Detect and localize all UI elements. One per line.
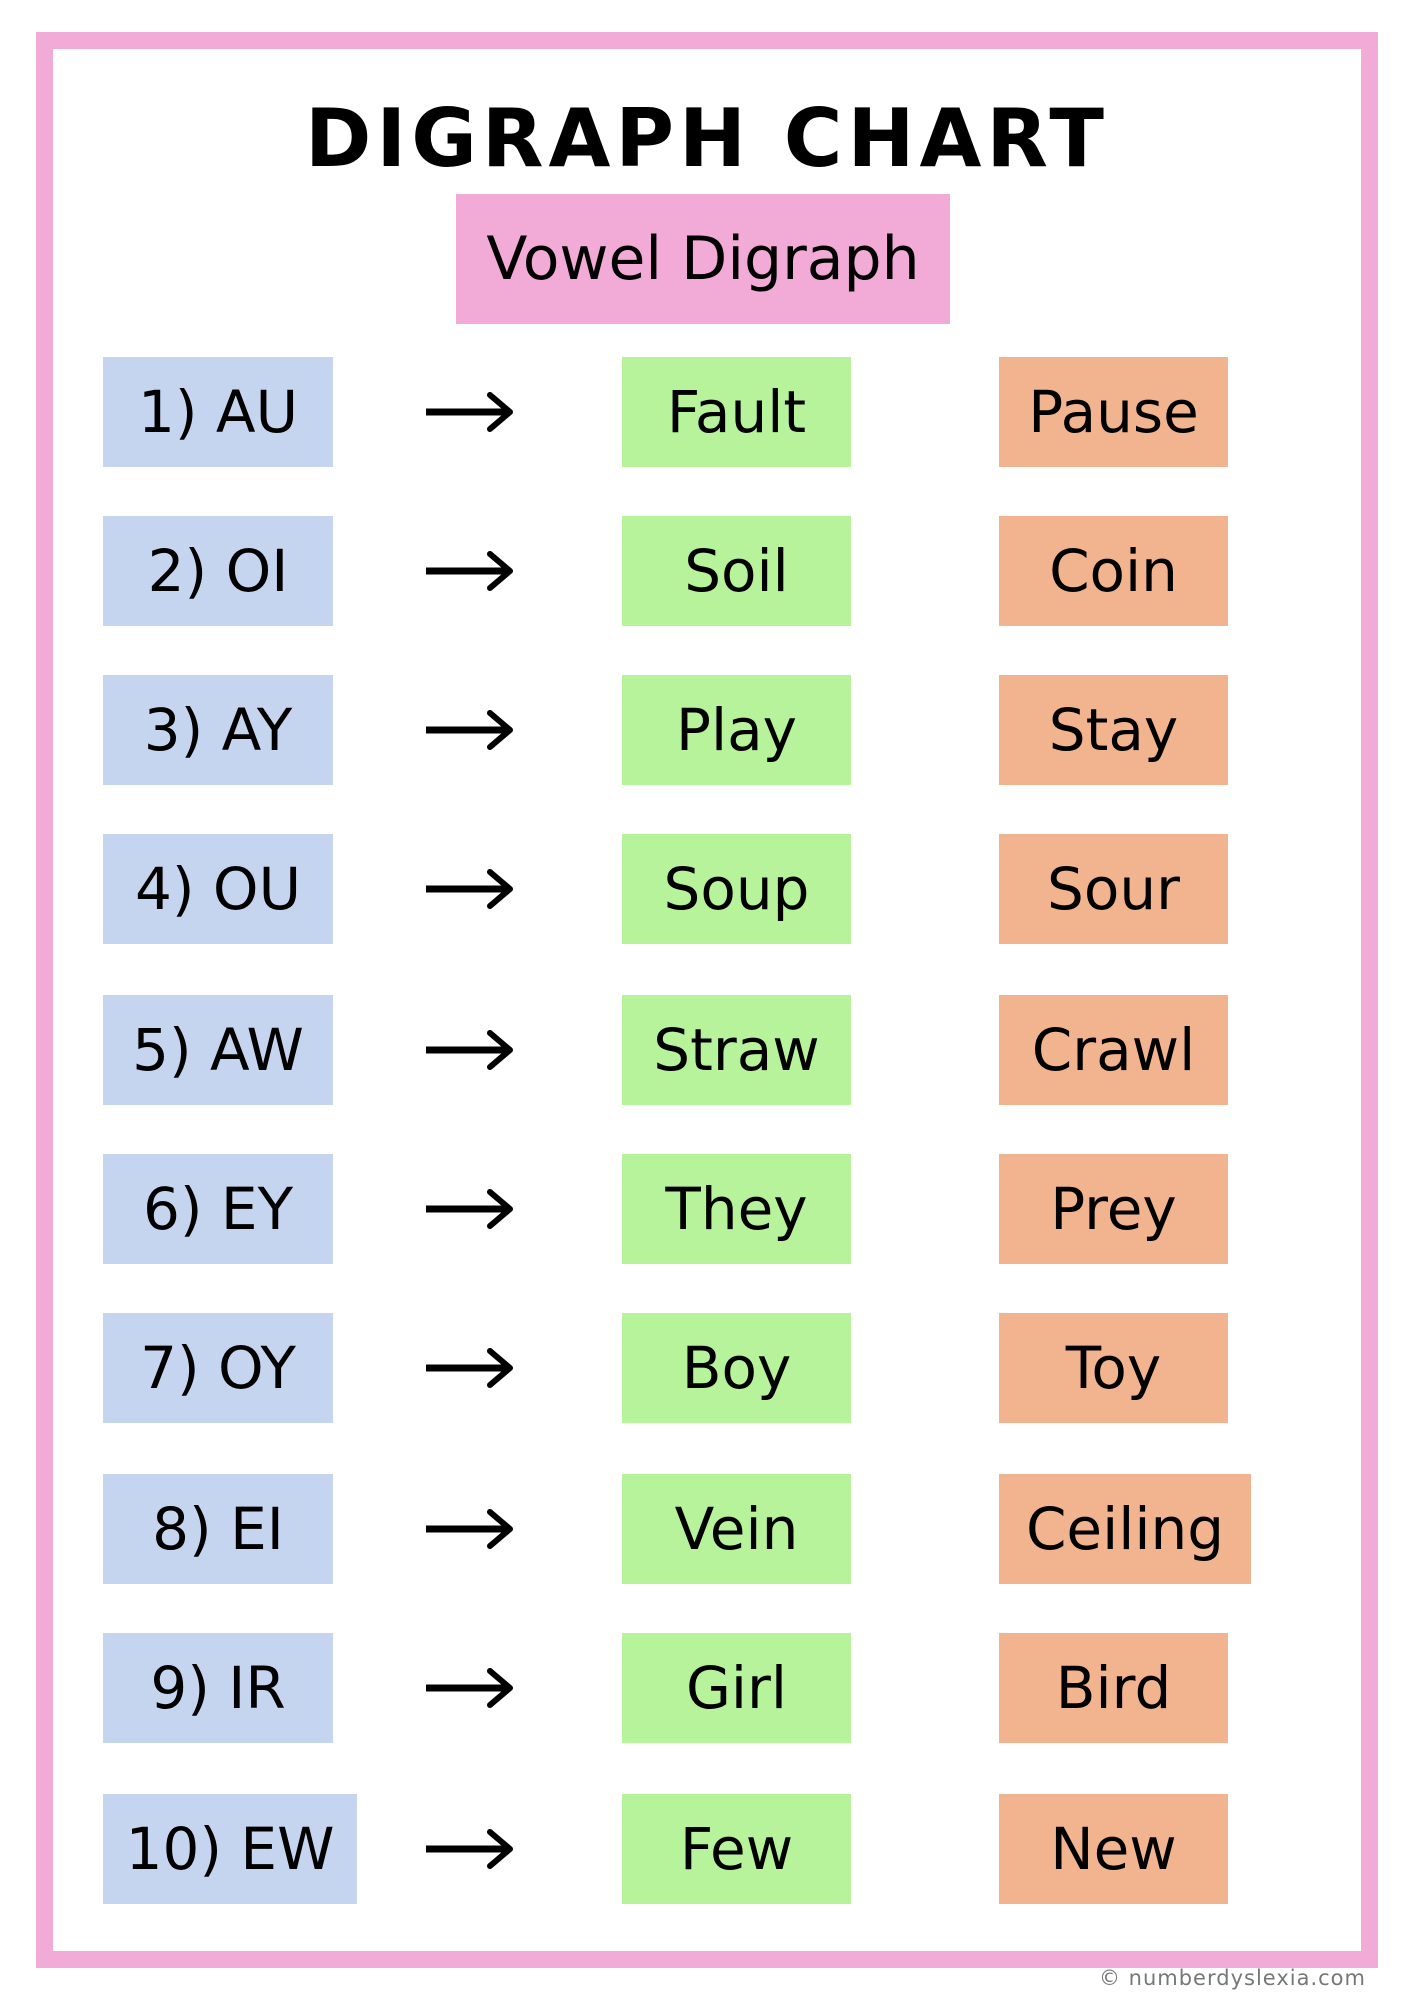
digraph-cell: 9) IR	[103, 1633, 333, 1743]
example-word-2: Crawl	[999, 995, 1228, 1105]
digraph-cell: 6) EY	[103, 1154, 333, 1264]
right-arrow-icon	[426, 551, 513, 591]
digraph-row: 8) EI Vein Ceiling	[0, 1474, 1414, 1584]
right-arrow-icon	[426, 710, 513, 750]
right-arrow-icon	[426, 1030, 513, 1070]
example-word-1: Straw	[622, 995, 851, 1105]
right-arrow-icon	[426, 1348, 513, 1388]
digraph-row: 7) OY Boy Toy	[0, 1313, 1414, 1423]
example-word-2: Sour	[999, 834, 1228, 944]
digraph-row: 10) EW Few New	[0, 1794, 1414, 1904]
section-label: Vowel Digraph	[456, 194, 950, 324]
right-arrow-icon	[426, 869, 513, 909]
digraph-cell: 2) OI	[103, 516, 333, 626]
digraph-cell: 5) AW	[103, 995, 333, 1105]
right-arrow-icon	[426, 392, 513, 432]
digraph-cell: 7) OY	[103, 1313, 333, 1423]
page-title: DIGRAPH CHART	[305, 92, 1109, 185]
example-word-2: Ceiling	[999, 1474, 1251, 1584]
right-arrow-icon	[426, 1509, 513, 1549]
digraph-cell: 10) EW	[103, 1794, 357, 1904]
example-word-1: Few	[622, 1794, 851, 1904]
page-border	[36, 32, 1378, 1968]
copyright-icon: ©	[1098, 1966, 1121, 1990]
copyright-footer: © numberdyslexia.com	[1098, 1966, 1366, 1990]
example-word-2: Prey	[999, 1154, 1228, 1264]
right-arrow-icon	[426, 1668, 513, 1708]
digraph-row: 6) EY They Prey	[0, 1154, 1414, 1264]
digraph-row: 9) IR Girl Bird	[0, 1633, 1414, 1743]
example-word-1: Boy	[622, 1313, 851, 1423]
example-word-2: Stay	[999, 675, 1228, 785]
example-word-1: Play	[622, 675, 851, 785]
digraph-cell: 1) AU	[103, 357, 333, 467]
example-word-2: Toy	[999, 1313, 1228, 1423]
digraph-row: 3) AY Play Stay	[0, 675, 1414, 785]
example-word-2: New	[999, 1794, 1228, 1904]
digraph-row: 1) AU Fault Pause	[0, 357, 1414, 467]
digraph-row: 4) OU Soup Sour	[0, 834, 1414, 944]
example-word-1: They	[622, 1154, 851, 1264]
right-arrow-icon	[426, 1189, 513, 1229]
example-word-2: Pause	[999, 357, 1228, 467]
digraph-cell: 3) AY	[103, 675, 333, 785]
digraph-cell: 8) EI	[103, 1474, 333, 1584]
digraph-row: 5) AW Straw Crawl	[0, 995, 1414, 1105]
example-word-1: Fault	[622, 357, 851, 467]
example-word-1: Vein	[622, 1474, 851, 1584]
example-word-2: Coin	[999, 516, 1228, 626]
digraph-row: 2) OI Soil Coin	[0, 516, 1414, 626]
example-word-2: Bird	[999, 1633, 1228, 1743]
example-word-1: Soil	[622, 516, 851, 626]
example-word-1: Soup	[622, 834, 851, 944]
example-word-1: Girl	[622, 1633, 851, 1743]
right-arrow-icon	[426, 1829, 513, 1869]
digraph-cell: 4) OU	[103, 834, 333, 944]
